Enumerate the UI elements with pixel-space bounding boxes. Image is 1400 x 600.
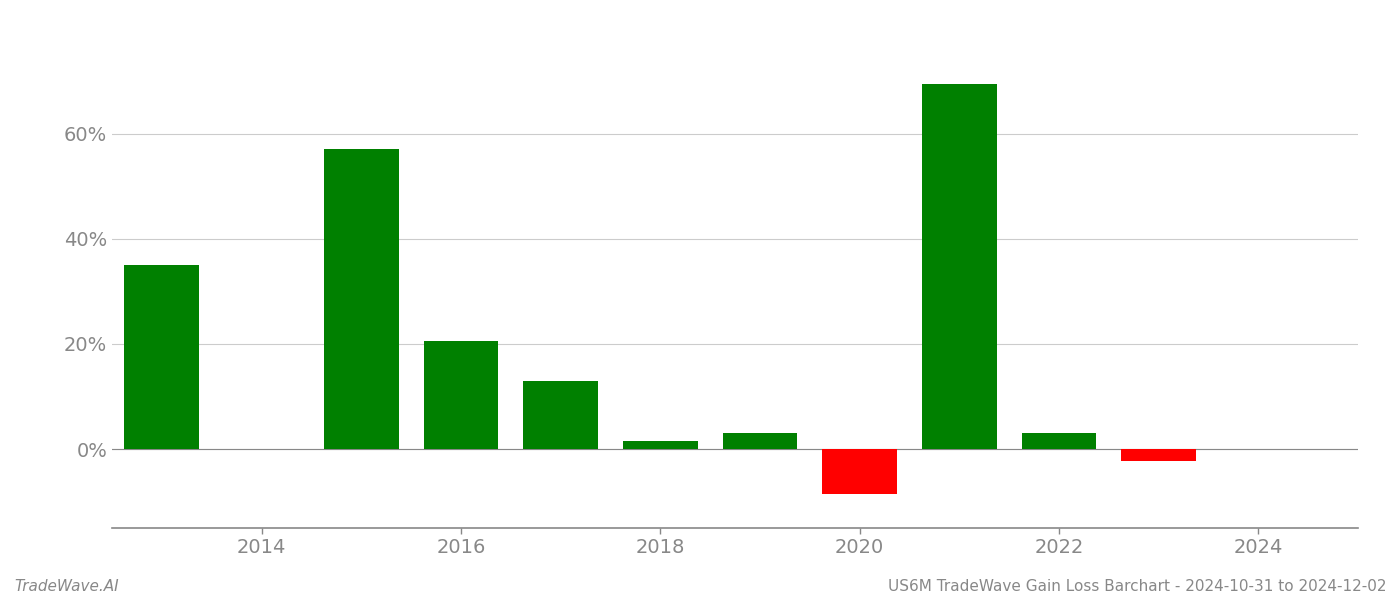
Bar (1121, 449, 1196, 461)
Text: TradeWave.AI: TradeWave.AI (14, 579, 119, 594)
Bar (822, 449, 897, 494)
Bar (722, 433, 798, 449)
Bar (423, 341, 498, 449)
Bar (623, 441, 697, 449)
Text: US6M TradeWave Gain Loss Barchart - 2024-10-31 to 2024-12-02: US6M TradeWave Gain Loss Barchart - 2024… (888, 579, 1386, 594)
Bar (125, 265, 199, 449)
Bar (323, 149, 399, 449)
Bar (1022, 433, 1096, 449)
Bar (923, 84, 997, 449)
Bar (524, 381, 598, 449)
